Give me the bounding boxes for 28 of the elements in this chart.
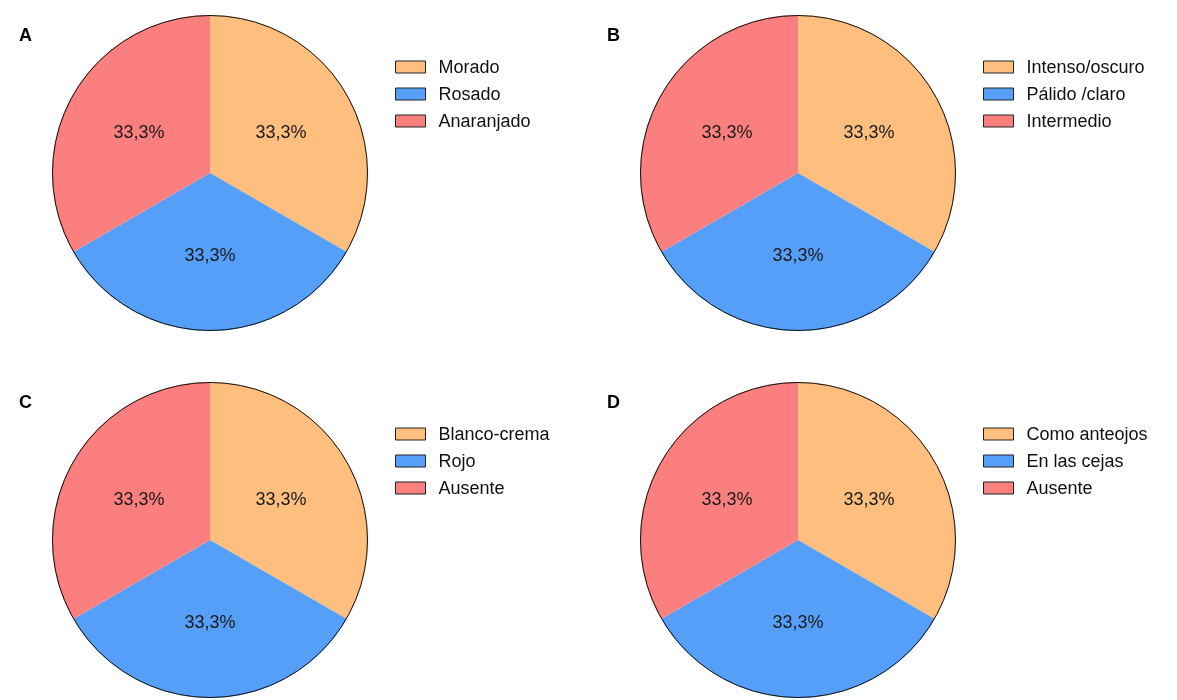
legend-label: Rosado (438, 84, 501, 104)
legend-label: Intenso/oscuro (1026, 57, 1145, 77)
legend-label: Morado (438, 57, 500, 77)
data-label: 33,3% (701, 489, 753, 509)
legend-label: Pálido /claro (1026, 84, 1126, 104)
legend-label: Ausente (438, 478, 505, 498)
data-label: 33,3% (843, 122, 895, 142)
data-label: 33,3% (113, 122, 165, 142)
data-label: 33,3% (113, 489, 165, 509)
legend-label: Blanco-crema (438, 424, 551, 444)
data-label: 33,3% (701, 122, 753, 142)
data-label: 33,3% (255, 489, 307, 509)
text: C (19, 392, 32, 412)
data-label: 33,3% (843, 489, 895, 509)
legend-label: Rojo (438, 451, 476, 471)
text: D (607, 392, 620, 412)
legend-label: Como anteojos (1026, 424, 1148, 444)
data-label: 33,3% (184, 245, 236, 265)
data-label: 33,3% (255, 122, 307, 142)
data-label: 33,3% (772, 245, 824, 265)
text: A (19, 25, 32, 45)
legend-label: Anaranjado (438, 111, 531, 131)
legend-label: En las cejas (1026, 451, 1124, 471)
text: B (607, 25, 620, 45)
data-label: 33,3% (184, 612, 236, 632)
legend-label: Ausente (1026, 478, 1093, 498)
data-label: 33,3% (772, 612, 824, 632)
legend-label: Intermedio (1026, 111, 1112, 131)
